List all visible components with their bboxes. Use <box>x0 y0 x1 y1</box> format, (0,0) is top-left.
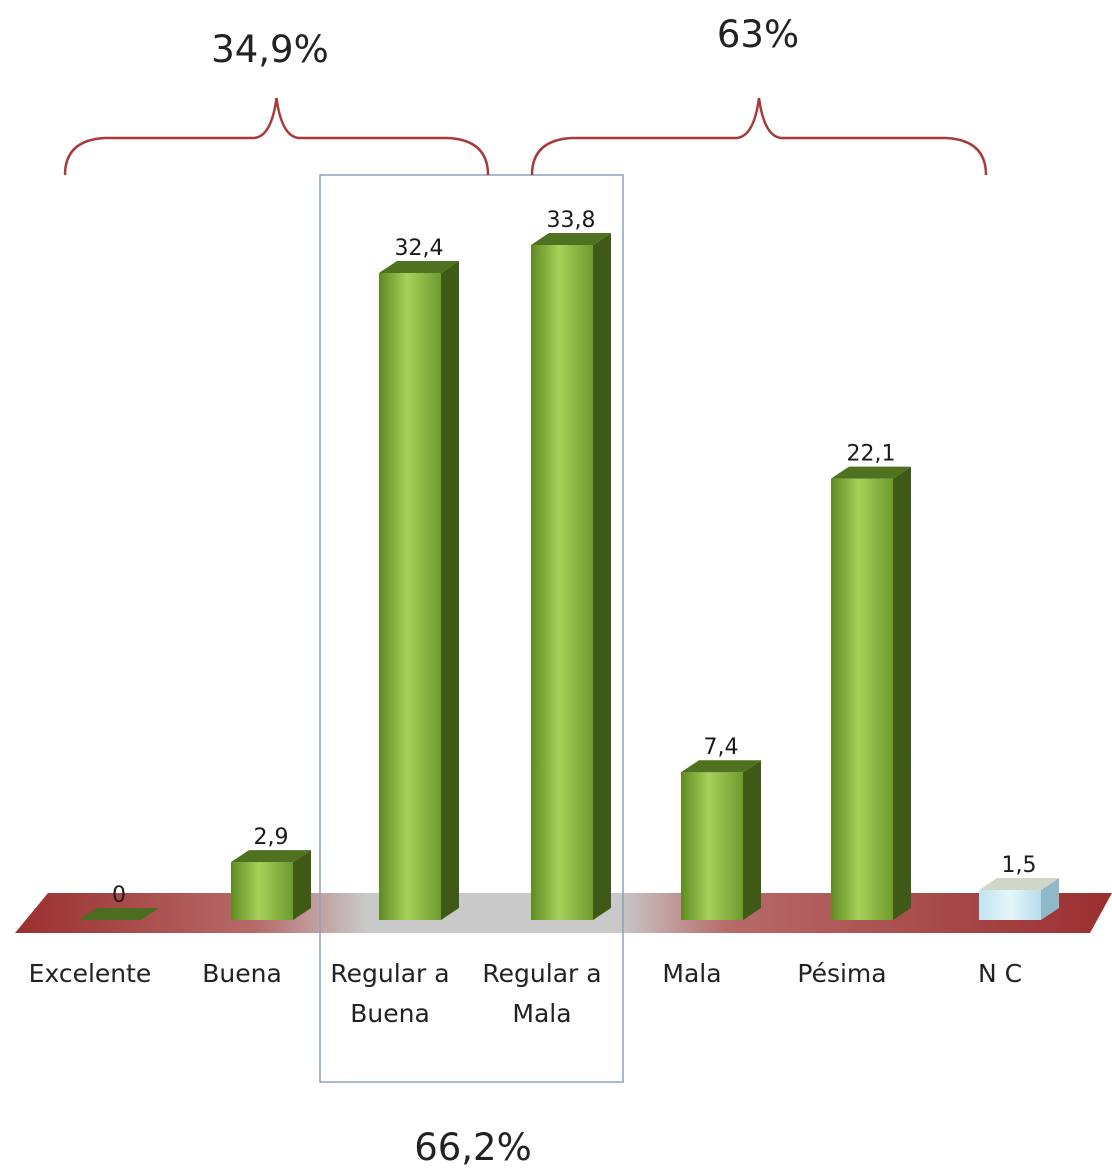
group-label-right: 63% <box>717 13 799 56</box>
category-label-1: Buena <box>202 959 282 988</box>
bar-2 <box>379 260 459 920</box>
category-label-5: Pésima <box>797 959 886 988</box>
category-label-2-line-0: Regular a <box>330 959 449 988</box>
value-label-2: 32,4 <box>395 236 444 261</box>
bar-side-6 <box>1041 878 1059 920</box>
bar-5 <box>831 466 911 920</box>
bar-6 <box>979 878 1059 920</box>
value-label-4: 7,4 <box>704 735 739 760</box>
bar-front-3 <box>531 245 593 920</box>
category-label-0: Excelente <box>29 959 152 988</box>
value-label-5: 22,1 <box>847 442 896 467</box>
bar-front-1 <box>231 862 293 920</box>
bar-top-3 <box>531 233 611 245</box>
value-label-1: 2,9 <box>254 825 289 850</box>
bar-front-2 <box>379 272 441 920</box>
brace-right <box>530 97 988 176</box>
value-label-3: 33,8 <box>547 208 596 233</box>
bar-top-4 <box>681 760 761 773</box>
bar-side-3 <box>593 233 611 920</box>
group-label-left: 34,9% <box>211 28 329 71</box>
bar-front-5 <box>831 478 893 920</box>
bar-side-4 <box>743 760 761 920</box>
bar-4 <box>681 760 761 920</box>
bar-top-5 <box>831 466 911 479</box>
bar-front-6 <box>979 890 1041 920</box>
highlight-box <box>319 174 624 1083</box>
bar-side-5 <box>893 466 911 920</box>
bar-top-2 <box>379 260 459 273</box>
bar-1 <box>231 850 311 920</box>
bar-top-6 <box>979 878 1059 891</box>
bar-top-1 <box>231 850 311 863</box>
bar-side-2 <box>441 260 459 920</box>
category-label-3-line-0: Regular a <box>482 959 601 988</box>
group-label-middle: 66,2% <box>414 1126 532 1169</box>
bar-front-4 <box>681 772 743 920</box>
value-label-6: 1,5 <box>1002 853 1037 878</box>
bar-0 <box>79 908 159 920</box>
value-label-0: 0 <box>112 883 126 908</box>
category-label-4: Mala <box>662 959 721 988</box>
bar-side-1 <box>293 850 311 920</box>
brace-left <box>63 97 490 176</box>
category-label-3-line-1: Mala <box>512 999 571 1028</box>
category-label-2-line-1: Buena <box>350 999 430 1028</box>
bar-3 <box>531 233 611 920</box>
category-label-6: N C <box>978 959 1022 988</box>
bar-top-0 <box>79 908 159 920</box>
